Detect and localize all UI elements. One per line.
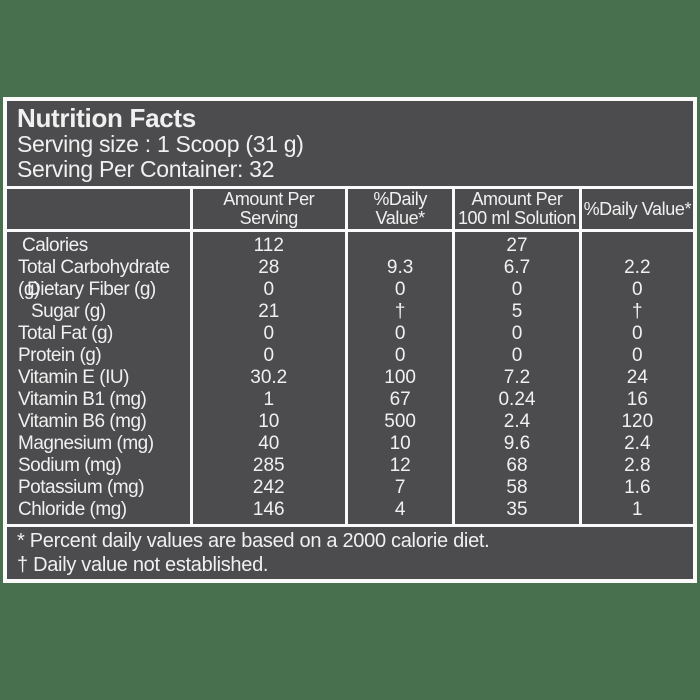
col-header-amount-per-serving: Amount Per Serving xyxy=(192,189,345,229)
nutrient-value: 120 xyxy=(621,411,654,432)
nutrient-value: 242 xyxy=(252,477,285,498)
nutrient-value: 12 xyxy=(389,455,411,476)
table-body: Calories Total Carbohydrate (g) Dietary Fi… xyxy=(7,232,693,524)
nutrient-name: Total Carbohydrate (g) xyxy=(18,257,170,300)
nutrient-name: Vitamin B1 (mg) xyxy=(18,389,147,410)
nutrient-value: 2.4 xyxy=(624,433,651,454)
serving-size-text: Serving size : 1 Scoop (31 g) xyxy=(17,131,304,157)
nutrient-value: † xyxy=(632,301,643,322)
nutrition-facts-label: Nutrition Facts Serving size : 1 Scoop (… xyxy=(3,97,697,583)
nutrient-value: 58 xyxy=(506,477,528,498)
nutrient-value: 0.24 xyxy=(498,389,536,410)
label-header: Nutrition Facts Serving size : 1 Scoop (… xyxy=(7,101,693,186)
nutrient-value: 24 xyxy=(626,367,648,388)
nutrient-value: 0 xyxy=(263,345,275,366)
nutrient-value: 68 xyxy=(506,455,528,476)
nutrient-name: Potassium (mg) xyxy=(18,477,145,498)
nutrient-name: Vitamin B6 (mg) xyxy=(18,411,147,432)
nutrient-value: 0 xyxy=(394,279,406,300)
nutrient-value: 112 xyxy=(253,235,284,256)
footnote-percent-daily-value: * Percent daily values are based on a 20… xyxy=(17,530,490,552)
nutrient-value: 2.8 xyxy=(624,455,651,476)
daily-value-100ml-column: 2.2 0 † 0 0 24 16 120 2.4 2.8 1.6 1 xyxy=(581,232,693,524)
nutrient-value: 0 xyxy=(263,323,275,344)
nutrient-value: 27 xyxy=(506,235,528,256)
nutrient-value: 2.2 xyxy=(624,257,651,278)
nutrient-name: Total Fat (g) xyxy=(18,323,113,344)
nutrient-value: 0 xyxy=(511,323,523,344)
nutrient-value xyxy=(348,235,452,257)
nutrient-value: 146 xyxy=(252,499,285,520)
col-header-daily-value-100ml: %Daily Value* xyxy=(581,189,693,229)
col-header-amount-per-100ml-line2: 100 ml Solution xyxy=(457,208,577,228)
nutrient-value: 28 xyxy=(258,257,280,278)
nutrient-value: † xyxy=(394,301,406,322)
footnotes-section: * Percent daily values are based on a 20… xyxy=(7,527,693,579)
nutrient-value: 0 xyxy=(632,323,643,344)
col-header-daily-value-serving: %Daily Value* xyxy=(347,189,453,229)
nutrient-value: 5 xyxy=(511,301,523,322)
nutrient-value: 0 xyxy=(394,323,406,344)
col-header-amount-per-100ml: Amount Per 100 ml Solution xyxy=(455,189,579,229)
nutrient-value: 21 xyxy=(258,301,280,322)
nutrient-value: 67 xyxy=(389,389,411,410)
label-title: Nutrition Facts xyxy=(17,103,196,133)
amount-per-100ml-column: 27 6.7 0 5 0 0 7.2 0.24 2.4 9.6 68 58 35 xyxy=(455,232,579,524)
nutrient-value: 1 xyxy=(632,499,643,520)
nutrient-value: 285 xyxy=(252,455,285,476)
nutrient-value: 0 xyxy=(632,345,643,366)
nutrient-value: 40 xyxy=(258,433,280,454)
nutrient-name: Chloride (mg) xyxy=(18,499,127,520)
nutrient-value: 1 xyxy=(263,389,275,410)
nutrient-label-column: Calories Total Carbohydrate (g) Dietary Fi… xyxy=(7,232,190,524)
nutrient-name: Calories xyxy=(22,235,88,256)
nutrient-name: Dietary Fiber (g) xyxy=(27,279,156,300)
col-header-amount-per-100ml-line1: Amount Per xyxy=(471,189,563,209)
nutrient-value: 1.6 xyxy=(624,477,651,498)
nutrient-value: 10 xyxy=(389,433,411,454)
nutrient-value xyxy=(582,235,693,257)
nutrient-value: 0 xyxy=(511,345,523,366)
nutrient-value: 0 xyxy=(632,279,643,300)
daily-value-serving-column: 9.3 0 † 0 0 100 67 500 10 12 7 4 xyxy=(347,232,453,524)
nutrient-value: 500 xyxy=(384,411,416,432)
nutrient-value: 10 xyxy=(258,411,280,432)
nutrient-name: Magnesium (mg) xyxy=(18,433,154,454)
amount-per-serving-column: 112 28 0 21 0 0 30.2 1 10 40 285 242 146 xyxy=(192,232,345,524)
nutrient-value: 9.6 xyxy=(503,433,531,454)
nutrient-value: 7 xyxy=(394,477,406,498)
nutrient-value: 16 xyxy=(626,389,648,410)
nutrient-name: Sugar (g) xyxy=(31,301,106,322)
nutrient-value: 30.2 xyxy=(250,367,288,388)
nutrient-value: 0 xyxy=(511,279,523,300)
nutrient-value: 100 xyxy=(384,367,416,388)
nutrient-value: 35 xyxy=(506,499,528,520)
nutrient-value: 9.3 xyxy=(386,257,414,278)
table-header-row: Amount Per Serving %Daily Value* Amount … xyxy=(7,189,693,229)
nutrient-value: 6.7 xyxy=(503,257,531,278)
nutrient-name: Vitamin E (IU) xyxy=(18,367,129,388)
nutrient-name: Protein (g) xyxy=(18,345,102,366)
nutrient-value: 4 xyxy=(394,499,406,520)
nutrient-value: 2.4 xyxy=(503,411,531,432)
servings-per-container-text: Serving Per Container: 32 xyxy=(17,156,275,182)
footnote-daily-value-not-established: † Daily value not established. xyxy=(17,554,269,576)
nutrient-name: Sodium (mg) xyxy=(18,455,122,476)
table-corner-cell xyxy=(7,189,190,229)
nutrient-value: 7.2 xyxy=(503,367,531,388)
nutrient-value: 0 xyxy=(394,345,406,366)
nutrient-value: 0 xyxy=(263,279,275,300)
